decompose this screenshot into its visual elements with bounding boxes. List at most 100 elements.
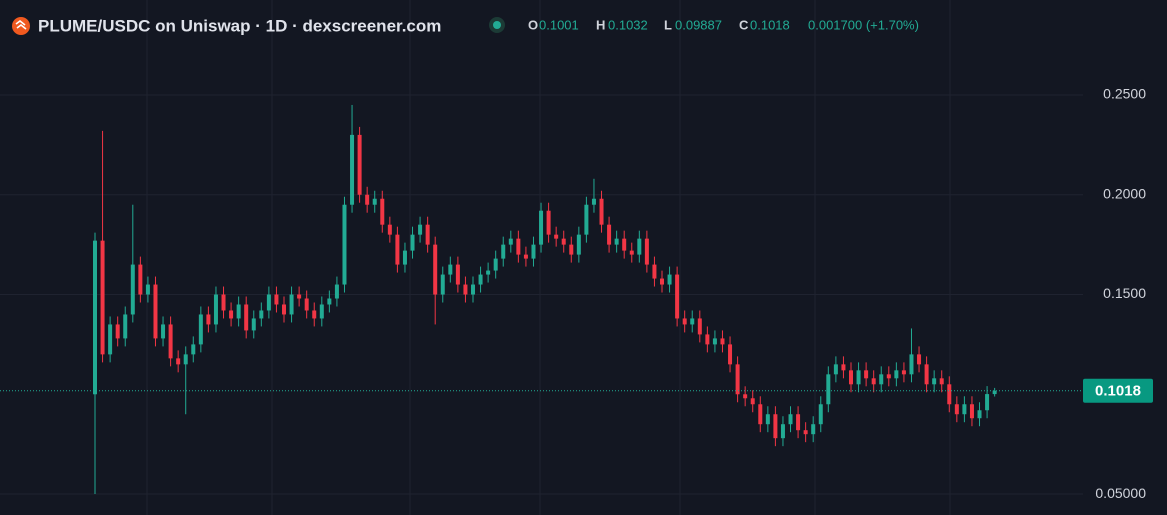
candle-body (327, 298, 332, 305)
candle-body (675, 274, 680, 319)
candle-body (372, 198, 377, 205)
ohlc-value: 0.1032 (608, 17, 648, 32)
status-dot (493, 21, 501, 29)
candle-body (591, 198, 596, 205)
candle-body (614, 238, 619, 245)
candle-body (130, 264, 135, 315)
candle-body (652, 264, 657, 279)
candle-body (145, 284, 150, 295)
change: 0.001700 (+1.70%) (808, 17, 919, 32)
candle-body (350, 134, 355, 205)
ohlc-value: 0.1001 (539, 17, 579, 32)
candle-body (418, 224, 423, 235)
candle-body (93, 240, 97, 395)
ohlc-label: H (596, 17, 605, 32)
candle-body (357, 134, 362, 195)
candle-body (297, 294, 302, 299)
candle-body (236, 304, 241, 319)
candle-body (969, 404, 974, 419)
candle-body (410, 234, 415, 251)
candle-body (463, 284, 468, 295)
candle-body (796, 414, 801, 431)
candle-body (803, 430, 808, 435)
candle-body (168, 324, 173, 359)
candle-body (229, 310, 234, 319)
candle-body (546, 210, 551, 235)
candle-body (312, 310, 317, 319)
candle-body (985, 394, 990, 411)
candle-body (841, 364, 846, 371)
candle-body (539, 210, 544, 245)
candle-body (244, 304, 249, 331)
plot (0, 94, 1083, 495)
candle-body (947, 384, 952, 405)
candle-body (153, 284, 158, 339)
candle-body (365, 194, 370, 205)
candle-body (682, 318, 687, 325)
candle-body (198, 314, 203, 345)
candle-body (849, 370, 853, 385)
y-tick-label: 0.2500 (1103, 86, 1146, 102)
candle-body (826, 374, 831, 405)
candle-body (274, 294, 279, 305)
candle-body (765, 414, 770, 425)
candle-body (433, 244, 438, 295)
candle-body (161, 324, 166, 339)
candle-body (531, 244, 536, 259)
candle-body (221, 294, 226, 311)
candle-body (833, 364, 838, 375)
candle-body (123, 314, 128, 339)
candle-body (750, 398, 755, 405)
last-price-label: 0.1018 (1095, 383, 1141, 400)
time-grid (146, 0, 951, 515)
candle-body (629, 250, 634, 255)
candle-body (282, 304, 286, 315)
logo-mark (15, 19, 27, 30)
ohlc-label: C (739, 17, 749, 32)
candle-body (100, 240, 105, 355)
candle-body (213, 294, 218, 325)
candle-body (644, 238, 649, 265)
candle-body (871, 378, 876, 385)
candle-body (856, 370, 861, 385)
candle-body (493, 258, 498, 271)
candle-body (660, 278, 664, 285)
candle-body (486, 270, 491, 275)
candle-body (607, 224, 612, 245)
y-tick-label: 0.1500 (1103, 285, 1146, 301)
candle-body (176, 358, 181, 365)
candle-body (516, 238, 521, 255)
candle-body (667, 274, 672, 285)
candle-body (909, 354, 914, 375)
candle-body (977, 410, 982, 419)
candle-body (720, 338, 725, 345)
candle-body (191, 344, 196, 355)
candle-body (622, 238, 627, 251)
ohlc-label: L (664, 17, 672, 32)
candle-body (894, 370, 899, 379)
candle-body (508, 238, 513, 245)
last-price-box (1083, 378, 1153, 403)
candle-body (183, 354, 188, 365)
candle-body (115, 324, 120, 339)
candle-body (471, 284, 475, 295)
candle-body (576, 234, 581, 255)
candle-body (879, 374, 884, 385)
y-tick-label: 0.05000 (1095, 485, 1146, 501)
candle-body (901, 370, 906, 375)
candle-body (251, 318, 256, 331)
ohlc-value: 0.09887 (675, 17, 722, 32)
candle-body (266, 294, 271, 311)
candle-body (954, 404, 959, 415)
candle-body (917, 354, 922, 365)
candle-body (304, 298, 309, 311)
candle-body (138, 264, 143, 295)
candle-body (478, 274, 483, 285)
candle-body (108, 324, 113, 355)
candle-body (886, 374, 891, 379)
candle-body (561, 238, 566, 245)
ohlc-value: 0.1018 (750, 17, 790, 32)
candle-body (259, 310, 264, 319)
candle-body (924, 364, 929, 385)
